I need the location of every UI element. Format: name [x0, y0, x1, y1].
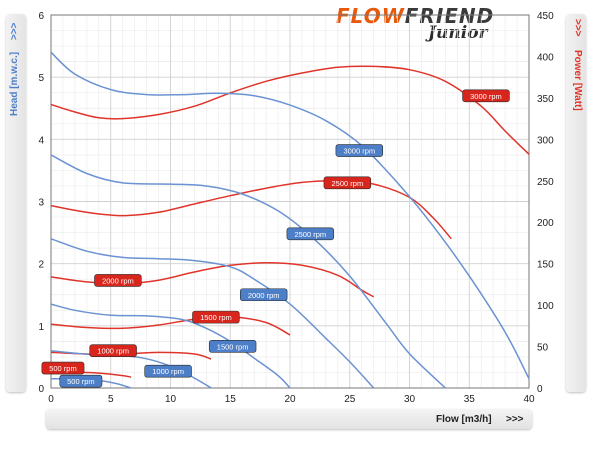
head-label-box-1000-rpm	[144, 364, 192, 378]
right-axis-panel	[566, 14, 586, 392]
x-tick-label: 20	[284, 394, 296, 405]
head-curve-3000-rpm	[50, 51, 530, 380]
head-label-box-2500-rpm	[286, 227, 335, 241]
y-right-tick-label: 150	[537, 260, 554, 271]
head-label-box-3000-rpm	[335, 144, 384, 157]
left-axis-panel	[6, 14, 26, 392]
y-right-tick-label: 200	[537, 218, 554, 229]
power-label-1500-rpm: 1500 rpm	[200, 313, 232, 322]
y-right-tick-label: 250	[537, 177, 554, 188]
x-tick-label: 40	[523, 394, 535, 405]
y-right-tick-label: 0	[537, 384, 543, 395]
x-tick-label: 35	[464, 394, 476, 405]
logo-friend: FRIEND	[404, 4, 495, 28]
y-left-tick-label: 3	[38, 198, 44, 209]
power-label-box-500-rpm	[41, 361, 85, 375]
y-left-tick-label: 0	[38, 384, 44, 395]
power-label-2500-rpm: 2500 rpm	[332, 179, 364, 188]
power-curve-1500-rpm	[50, 315, 291, 336]
y-right-tick-label: 100	[537, 301, 554, 312]
head-curve-2000-rpm	[50, 238, 375, 389]
x-tick-label: 30	[404, 394, 416, 405]
logo-junior: Junior	[428, 23, 488, 43]
power-label-box-2500-rpm	[323, 176, 372, 190]
head-label-box-1500-rpm	[208, 340, 257, 353]
head-label-500-rpm: 500 rpm	[67, 377, 95, 386]
logo-flow: FLOW	[336, 4, 405, 28]
y-right-tick-label: 450	[537, 11, 554, 22]
head-label-1500-rpm: 1500 rpm	[217, 342, 249, 351]
power-label-box-1000-rpm	[89, 344, 137, 358]
head-label-box-500-rpm	[59, 374, 103, 388]
power-label-box-3000-rpm	[462, 89, 510, 103]
logo-wordmark: FLOWFRIEND	[336, 4, 494, 28]
y-left-tick-label: 6	[38, 11, 44, 22]
head-curve-2500-rpm	[50, 154, 446, 389]
y-right-tick-label: 400	[537, 52, 554, 63]
flow-axis-arrows: >>>	[506, 414, 524, 425]
head-label-3000-rpm: 3000 rpm	[343, 147, 375, 156]
head-label-box-2000-rpm	[240, 288, 288, 302]
power-label-3000-rpm: 3000 rpm	[470, 92, 502, 101]
y-right-tick-label: 300	[537, 135, 554, 146]
y-right-tick-label: 50	[537, 343, 549, 354]
x-tick-label: 15	[225, 394, 237, 405]
power-label-2000-rpm: 2000 rpm	[102, 276, 134, 285]
power-label-500-rpm: 500 rpm	[49, 364, 77, 373]
x-tick-label: 0	[48, 394, 54, 405]
x-tick-label: 25	[344, 394, 356, 405]
head-label-1000-rpm: 1000 rpm	[152, 367, 184, 376]
y-left-tick-label: 1	[38, 322, 44, 333]
power-label-1000-rpm: 1000 rpm	[97, 347, 129, 356]
head-label-2000-rpm: 2000 rpm	[248, 291, 280, 300]
head-label-2500-rpm: 2500 rpm	[294, 230, 326, 239]
y-right-tick-label: 350	[537, 94, 554, 105]
flow-axis-title: Flow [m3/h]	[436, 414, 492, 425]
flowfriend-logo: FLOWFRIEND Junior	[336, 4, 508, 48]
y-left-tick-label: 4	[38, 135, 44, 146]
y-left-tick-label: 2	[38, 260, 44, 271]
power-label-box-2000-rpm	[94, 274, 142, 287]
x-tick-label: 10	[165, 394, 177, 405]
power-label-box-1500-rpm	[192, 310, 240, 324]
x-tick-label: 5	[108, 394, 114, 405]
bottom-axis-panel	[46, 409, 532, 429]
y-left-tick-label: 5	[38, 73, 44, 84]
